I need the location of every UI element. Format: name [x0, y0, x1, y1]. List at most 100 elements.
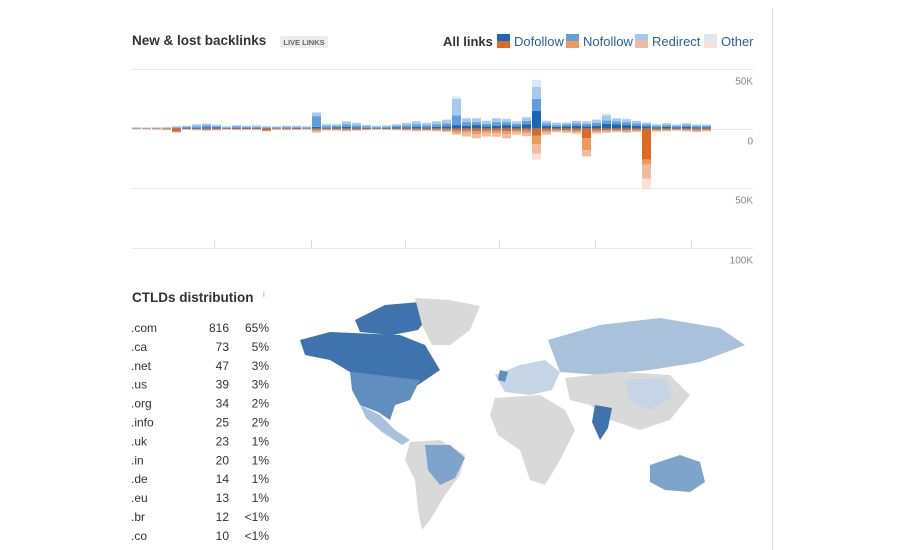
- bar-lost: [672, 128, 681, 130]
- bar-lost: [522, 130, 531, 134]
- bar-lost: [662, 128, 671, 130]
- bar-new: [242, 125, 251, 127]
- bar-lost: [412, 130, 421, 132]
- bar-lost: [252, 128, 261, 130]
- bar-new: [392, 126, 401, 128]
- bar-lost: [632, 131, 641, 133]
- bar-lost: [432, 130, 441, 132]
- bar-new: [172, 126, 181, 128]
- bar-lost: [672, 129, 681, 131]
- ctld-share: 1%: [252, 472, 270, 486]
- bar-lost: [472, 131, 481, 135]
- bar-lost: [702, 128, 711, 130]
- bar-lost: [432, 128, 441, 130]
- bar-lost: [352, 128, 361, 130]
- bar-lost: [602, 128, 611, 131]
- ctld-share: 5%: [252, 340, 270, 354]
- bar-lost: [462, 130, 471, 133]
- bar-new: [612, 124, 621, 129]
- bar-lost: [632, 129, 641, 132]
- bar-new: [452, 115, 461, 126]
- bar-new: [452, 98, 461, 116]
- bar-new: [702, 124, 711, 127]
- bar-new: [322, 125, 331, 128]
- map-europe: [495, 360, 560, 395]
- badge: LIVE LINKS: [283, 38, 324, 47]
- bar-new: [242, 127, 251, 129]
- bar-lost: [442, 128, 451, 130]
- bar-new: [602, 115, 611, 121]
- bar-new: [472, 125, 481, 129]
- map-china: [625, 378, 672, 410]
- bar-new: [232, 127, 241, 129]
- bar-new: [422, 123, 431, 126]
- bar-lost: [692, 131, 701, 133]
- legend-swatch-new: [704, 34, 717, 41]
- bar-new: [302, 126, 311, 128]
- bar-new: [652, 127, 661, 129]
- ctld-count: 47: [216, 359, 230, 373]
- bar-new: [152, 127, 161, 129]
- bar-new: [642, 126, 651, 129]
- map-greenland: [415, 298, 480, 345]
- bar-new: [312, 112, 321, 117]
- bar-lost: [612, 128, 621, 130]
- bar-lost: [572, 128, 581, 131]
- bar-lost: [212, 128, 221, 130]
- bar-new: [582, 126, 591, 129]
- bar-new: [662, 123, 671, 126]
- bar-lost: [662, 130, 671, 132]
- bar-new: [562, 124, 571, 127]
- map-canada: [300, 332, 440, 385]
- bar-new: [392, 127, 401, 129]
- bar-lost: [462, 128, 471, 131]
- bar-new: [472, 118, 481, 123]
- bar-new: [692, 126, 701, 128]
- bar-lost: [522, 128, 531, 131]
- bar-new: [592, 125, 601, 129]
- bar-new: [602, 123, 611, 129]
- bar-lost: [612, 129, 621, 132]
- legend-swatch-new: [566, 34, 579, 41]
- bar-new: [332, 124, 341, 127]
- bar-lost: [402, 129, 411, 131]
- bar-new: [672, 126, 681, 128]
- legend-swatch-lost: [635, 41, 648, 48]
- ctld-name: .ca: [131, 340, 147, 354]
- legend-swatch-new: [497, 34, 510, 41]
- bar-lost: [482, 132, 491, 137]
- bar-new: [522, 117, 531, 121]
- bar-lost: [662, 129, 671, 131]
- bar-lost: [512, 132, 521, 135]
- map-australia: [650, 455, 705, 492]
- bar-lost: [192, 129, 201, 130]
- bar-lost: [642, 164, 651, 179]
- bar-new: [232, 126, 241, 128]
- bar-lost: [482, 130, 491, 133]
- bar-lost: [692, 129, 701, 132]
- bar-lost: [582, 128, 591, 139]
- info-icon[interactable]: i: [263, 290, 265, 299]
- bar-lost: [472, 134, 481, 139]
- bar-new: [342, 121, 351, 125]
- ctld-name: .in: [131, 453, 144, 467]
- bar-new: [542, 120, 551, 121]
- map-india: [592, 405, 612, 440]
- bar-lost: [572, 132, 581, 134]
- bar-lost: [332, 128, 341, 130]
- bar-lost: [492, 133, 501, 137]
- ctld-count: 25: [216, 416, 230, 430]
- bar-lost: [562, 131, 571, 133]
- bar-new: [472, 122, 481, 126]
- ctld-name: .info: [131, 416, 154, 430]
- bar-new: [212, 124, 221, 127]
- bar-new: [502, 122, 511, 126]
- bar-new: [522, 116, 531, 118]
- bar-new: [362, 127, 371, 129]
- bar-new: [412, 126, 421, 129]
- bar-lost: [562, 128, 571, 131]
- bar-new: [662, 125, 671, 127]
- ctld-share: 3%: [252, 359, 270, 373]
- bar-lost: [582, 150, 591, 157]
